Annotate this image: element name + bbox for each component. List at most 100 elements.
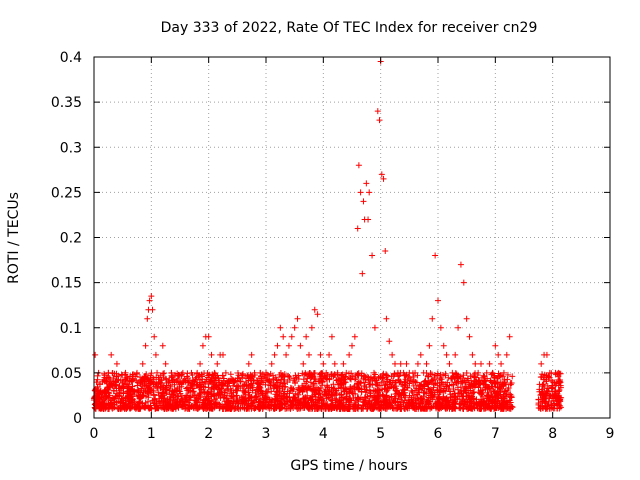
baseline-point	[192, 397, 199, 404]
baseline-point	[374, 393, 381, 400]
baseline-point	[132, 373, 139, 380]
data-point	[320, 360, 327, 367]
baseline-point	[219, 372, 226, 379]
data-point	[357, 189, 364, 196]
x-tick-label: 3	[262, 426, 271, 442]
baseline-point	[428, 371, 435, 378]
baseline-point	[272, 374, 279, 381]
baseline-point	[415, 389, 422, 396]
data-point	[122, 369, 129, 376]
baseline-point	[493, 389, 500, 396]
data-point	[182, 378, 189, 385]
baseline-point	[487, 405, 494, 412]
data-point	[240, 387, 247, 394]
baseline-point	[338, 372, 345, 379]
data-point	[165, 378, 172, 385]
data-point	[440, 342, 447, 349]
baseline-point	[379, 374, 386, 381]
baseline-point	[392, 405, 399, 412]
baseline-point	[332, 395, 339, 402]
baseline-point	[253, 393, 260, 400]
data-point	[412, 369, 419, 376]
baseline-point	[183, 373, 190, 380]
baseline-point	[248, 394, 255, 401]
baseline-point	[344, 393, 351, 400]
baseline-point	[273, 382, 280, 389]
baseline-point	[274, 395, 281, 402]
baseline-point	[308, 402, 315, 409]
data-point	[506, 333, 513, 340]
data-point	[308, 324, 315, 331]
baseline-point	[350, 403, 357, 410]
baseline-point	[317, 373, 324, 380]
baseline-point	[240, 397, 247, 404]
data-point	[260, 378, 267, 385]
data-point	[125, 387, 132, 394]
baseline-point	[322, 388, 329, 395]
baseline-point	[221, 389, 228, 396]
baseline-point	[281, 401, 288, 408]
baseline-point	[414, 400, 421, 407]
data-point	[478, 360, 484, 367]
y-tick-label: 0.1	[60, 321, 82, 337]
baseline-point	[440, 393, 447, 400]
baseline-point	[358, 386, 365, 393]
data-point	[111, 387, 118, 394]
baseline-point	[310, 398, 317, 405]
baseline-point	[224, 399, 231, 406]
baseline-point	[425, 373, 432, 380]
baseline-point	[301, 371, 308, 378]
baseline-point	[117, 405, 124, 412]
baseline-point	[152, 395, 159, 402]
baseline-point	[264, 389, 271, 396]
baseline-point	[421, 389, 428, 396]
baseline-point	[325, 405, 332, 412]
baseline-point	[370, 375, 377, 382]
baseline-point	[539, 397, 546, 404]
data-point	[376, 117, 383, 124]
baseline-point	[216, 389, 223, 396]
data-point	[543, 351, 550, 358]
data-point	[214, 360, 221, 367]
baseline-point	[205, 390, 212, 397]
baseline-point	[142, 403, 149, 410]
x-tick-label: 6	[434, 426, 443, 442]
baseline-point	[450, 382, 457, 389]
data-point	[251, 369, 258, 376]
data-point	[136, 378, 143, 385]
baseline-point	[208, 378, 215, 385]
data-point	[460, 279, 467, 286]
baseline-point	[549, 392, 556, 399]
baseline-point	[478, 391, 485, 398]
baseline-point	[465, 394, 472, 401]
baseline-point	[250, 377, 257, 384]
baseline-point	[479, 387, 486, 394]
baseline-point	[193, 382, 200, 389]
baseline-point	[98, 405, 105, 412]
baseline-point	[311, 389, 318, 396]
baseline-point	[504, 371, 511, 378]
data-point	[294, 315, 301, 322]
data-point	[101, 396, 108, 403]
baseline-point	[126, 384, 133, 391]
baseline-point	[556, 397, 563, 404]
data-point	[92, 351, 99, 358]
baseline-point	[134, 382, 141, 389]
baseline-point	[442, 372, 449, 379]
baseline-point	[371, 369, 378, 376]
baseline-point	[188, 403, 195, 410]
baseline-point	[364, 401, 371, 408]
baseline-point	[159, 390, 166, 397]
baseline-point	[430, 380, 437, 387]
baseline-point	[543, 388, 550, 395]
data-point	[277, 324, 284, 331]
baseline-point	[504, 386, 511, 393]
baseline-point	[296, 386, 303, 393]
baseline-point	[552, 395, 559, 402]
data-point	[435, 297, 441, 304]
baseline-point	[462, 383, 469, 390]
baseline-point	[324, 384, 331, 391]
baseline-point	[266, 378, 273, 385]
baseline-point	[94, 372, 101, 379]
baseline-point	[145, 405, 152, 412]
